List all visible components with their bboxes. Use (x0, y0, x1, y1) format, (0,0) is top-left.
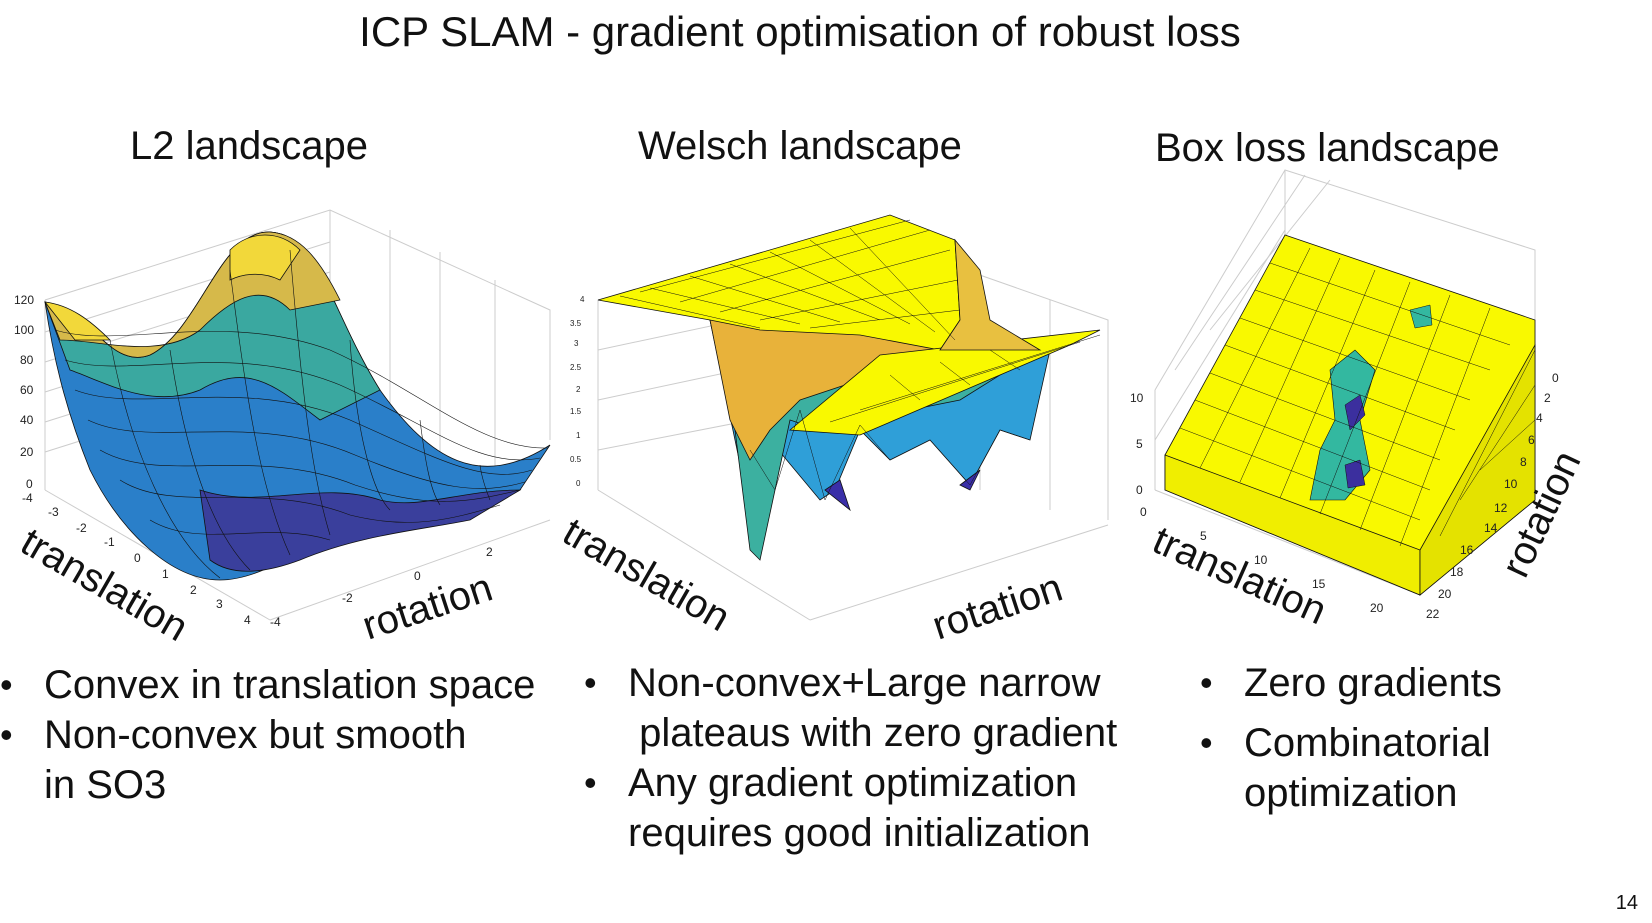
l2-z-tick: 120 (14, 293, 34, 307)
l2-z-tick: 80 (20, 353, 34, 367)
box-x-ticks: 0 5 10 15 20 (1140, 505, 1384, 615)
box-mesh-lines (1179, 247, 1536, 547)
bullet-item: • Combinatorial optimization (1200, 718, 1630, 818)
box-x-tick: 5 (1200, 529, 1207, 543)
l2-z-tick: 20 (20, 445, 34, 459)
panel-title-box: Box loss landscape (1155, 126, 1500, 170)
bullet-item: • Non-convex but smooth in SO3 (0, 710, 560, 810)
box-y-tick: 6 (1528, 433, 1535, 447)
bullet-dot-icon: • (1200, 662, 1213, 703)
box-z-tick: 0 (1136, 483, 1143, 497)
welsch-z-tick: 3 (574, 339, 579, 348)
l2-x-tick: 3 (216, 597, 223, 611)
bullet-item: • Non-convex+Large narrow plateaus with z… (584, 658, 1144, 758)
box-x-tick: 20 (1370, 601, 1384, 615)
bullet-item: • Zero gradients (1200, 658, 1630, 708)
box-x-tick: 15 (1312, 577, 1326, 591)
welsch-z-tick: 1.5 (570, 407, 582, 416)
welsch-mesh-lines (619, 219, 1101, 501)
box-bullets: • Zero gradients • Combinatorial optimizat… (1200, 658, 1630, 818)
welsch-z-tick: 4 (580, 295, 585, 304)
box-y-tick: 20 (1438, 587, 1452, 601)
l2-mesh-lines (54, 249, 549, 579)
l2-ylabel: rotation (357, 565, 497, 648)
page-number: 14 (1615, 892, 1638, 914)
bullet-dot-icon: • (1200, 722, 1213, 763)
panel-title-welsch: Welsch landscape (638, 124, 962, 168)
box-y-ticks: 0 2 4 6 8 10 12 14 16 18 20 22 (1426, 371, 1559, 621)
l2-z-tick: 40 (20, 413, 34, 427)
box-y-tick: 18 (1450, 565, 1464, 579)
l2-x-tick: -3 (48, 505, 59, 519)
box-surface (1164, 234, 1536, 596)
box-y-tick: 0 (1552, 371, 1559, 385)
welsch-xlabel: translation (556, 510, 738, 640)
bullet-dot-icon: • (0, 714, 13, 755)
l2-x-tick: 2 (190, 583, 197, 597)
welsch-z-tick: 2 (576, 385, 581, 394)
welsch-bullets: • Non-convex+Large narrow plateaus with z… (584, 658, 1144, 858)
welsch-z-tick: 2.5 (570, 363, 582, 372)
slide-title: ICP SLAM - gradient optimisation of robu… (359, 8, 1241, 55)
welsch-z-tick: 1 (576, 431, 581, 440)
box-y-tick: 22 (1426, 607, 1440, 621)
bullet-item: • Any gradient optimization requires good… (584, 758, 1144, 858)
l2-surface-plot: 120 100 80 60 40 20 0 -4 -3 -2 -1 0 1 2 … (0, 190, 580, 665)
bullet-item: • Convex in translation space (0, 660, 560, 710)
l2-y-tick: 2 (486, 545, 493, 559)
box-y-tick: 16 (1460, 543, 1474, 557)
box-z-tick: 10 (1130, 391, 1144, 405)
box-y-tick: 14 (1484, 521, 1498, 535)
bullet-dot-icon: • (584, 762, 597, 803)
welsch-surface-plot: 4 3.5 3 2.5 2 1.5 1 0.5 0 translation ro… (556, 200, 1130, 665)
l2-surface (44, 231, 551, 581)
box-y-tick: 4 (1536, 411, 1543, 425)
welsch-z-tick: 0.5 (570, 455, 582, 464)
l2-x-ticks: -4 -3 -2 -1 0 1 2 3 4 (22, 491, 251, 627)
l2-x-tick: -1 (104, 535, 115, 549)
l2-y-tick: -2 (342, 591, 353, 605)
box-z-ticks: 10 5 0 (1130, 391, 1144, 497)
l2-x-tick: 1 (162, 567, 169, 581)
bullet-dot-icon: • (0, 664, 13, 705)
l2-z-ticks: 120 100 80 60 40 20 0 (14, 293, 34, 491)
box-x-tick: 0 (1140, 505, 1147, 519)
l2-x-tick: 4 (244, 613, 251, 627)
l2-z-tick: 0 (26, 477, 33, 491)
box-y-tick: 10 (1504, 477, 1518, 491)
welsch-surface (597, 214, 1101, 561)
box-z-tick: 5 (1136, 437, 1143, 451)
l2-bullets: • Convex in translation space • Non-convex… (0, 660, 560, 810)
l2-x-tick: -2 (76, 521, 87, 535)
welsch-ylabel: rotation (927, 565, 1067, 648)
panel-title-l2: L2 landscape (130, 124, 368, 168)
welsch-z-ticks: 4 3.5 3 2.5 2 1.5 1 0.5 0 (570, 295, 585, 488)
l2-y-tick: -4 (270, 615, 281, 629)
l2-z-tick: 60 (20, 383, 34, 397)
box-x-tick: 10 (1254, 553, 1268, 567)
l2-x-tick: 0 (134, 551, 141, 565)
bullet-dot-icon: • (584, 662, 597, 703)
l2-z-tick: 100 (14, 323, 34, 337)
welsch-z-tick: 3.5 (570, 319, 582, 328)
l2-x-tick: -4 (22, 491, 33, 505)
box-surface-plot: 10 5 0 0 5 10 15 20 0 2 4 6 8 10 12 14 1… (1120, 169, 1652, 635)
box-y-tick: 2 (1544, 391, 1551, 405)
box-y-tick: 8 (1520, 455, 1527, 469)
welsch-z-tick: 0 (576, 479, 581, 488)
box-y-tick: 12 (1494, 501, 1508, 515)
l2-y-tick: 0 (414, 569, 421, 583)
l2-y-ticks: -4 -2 0 2 (270, 545, 493, 629)
